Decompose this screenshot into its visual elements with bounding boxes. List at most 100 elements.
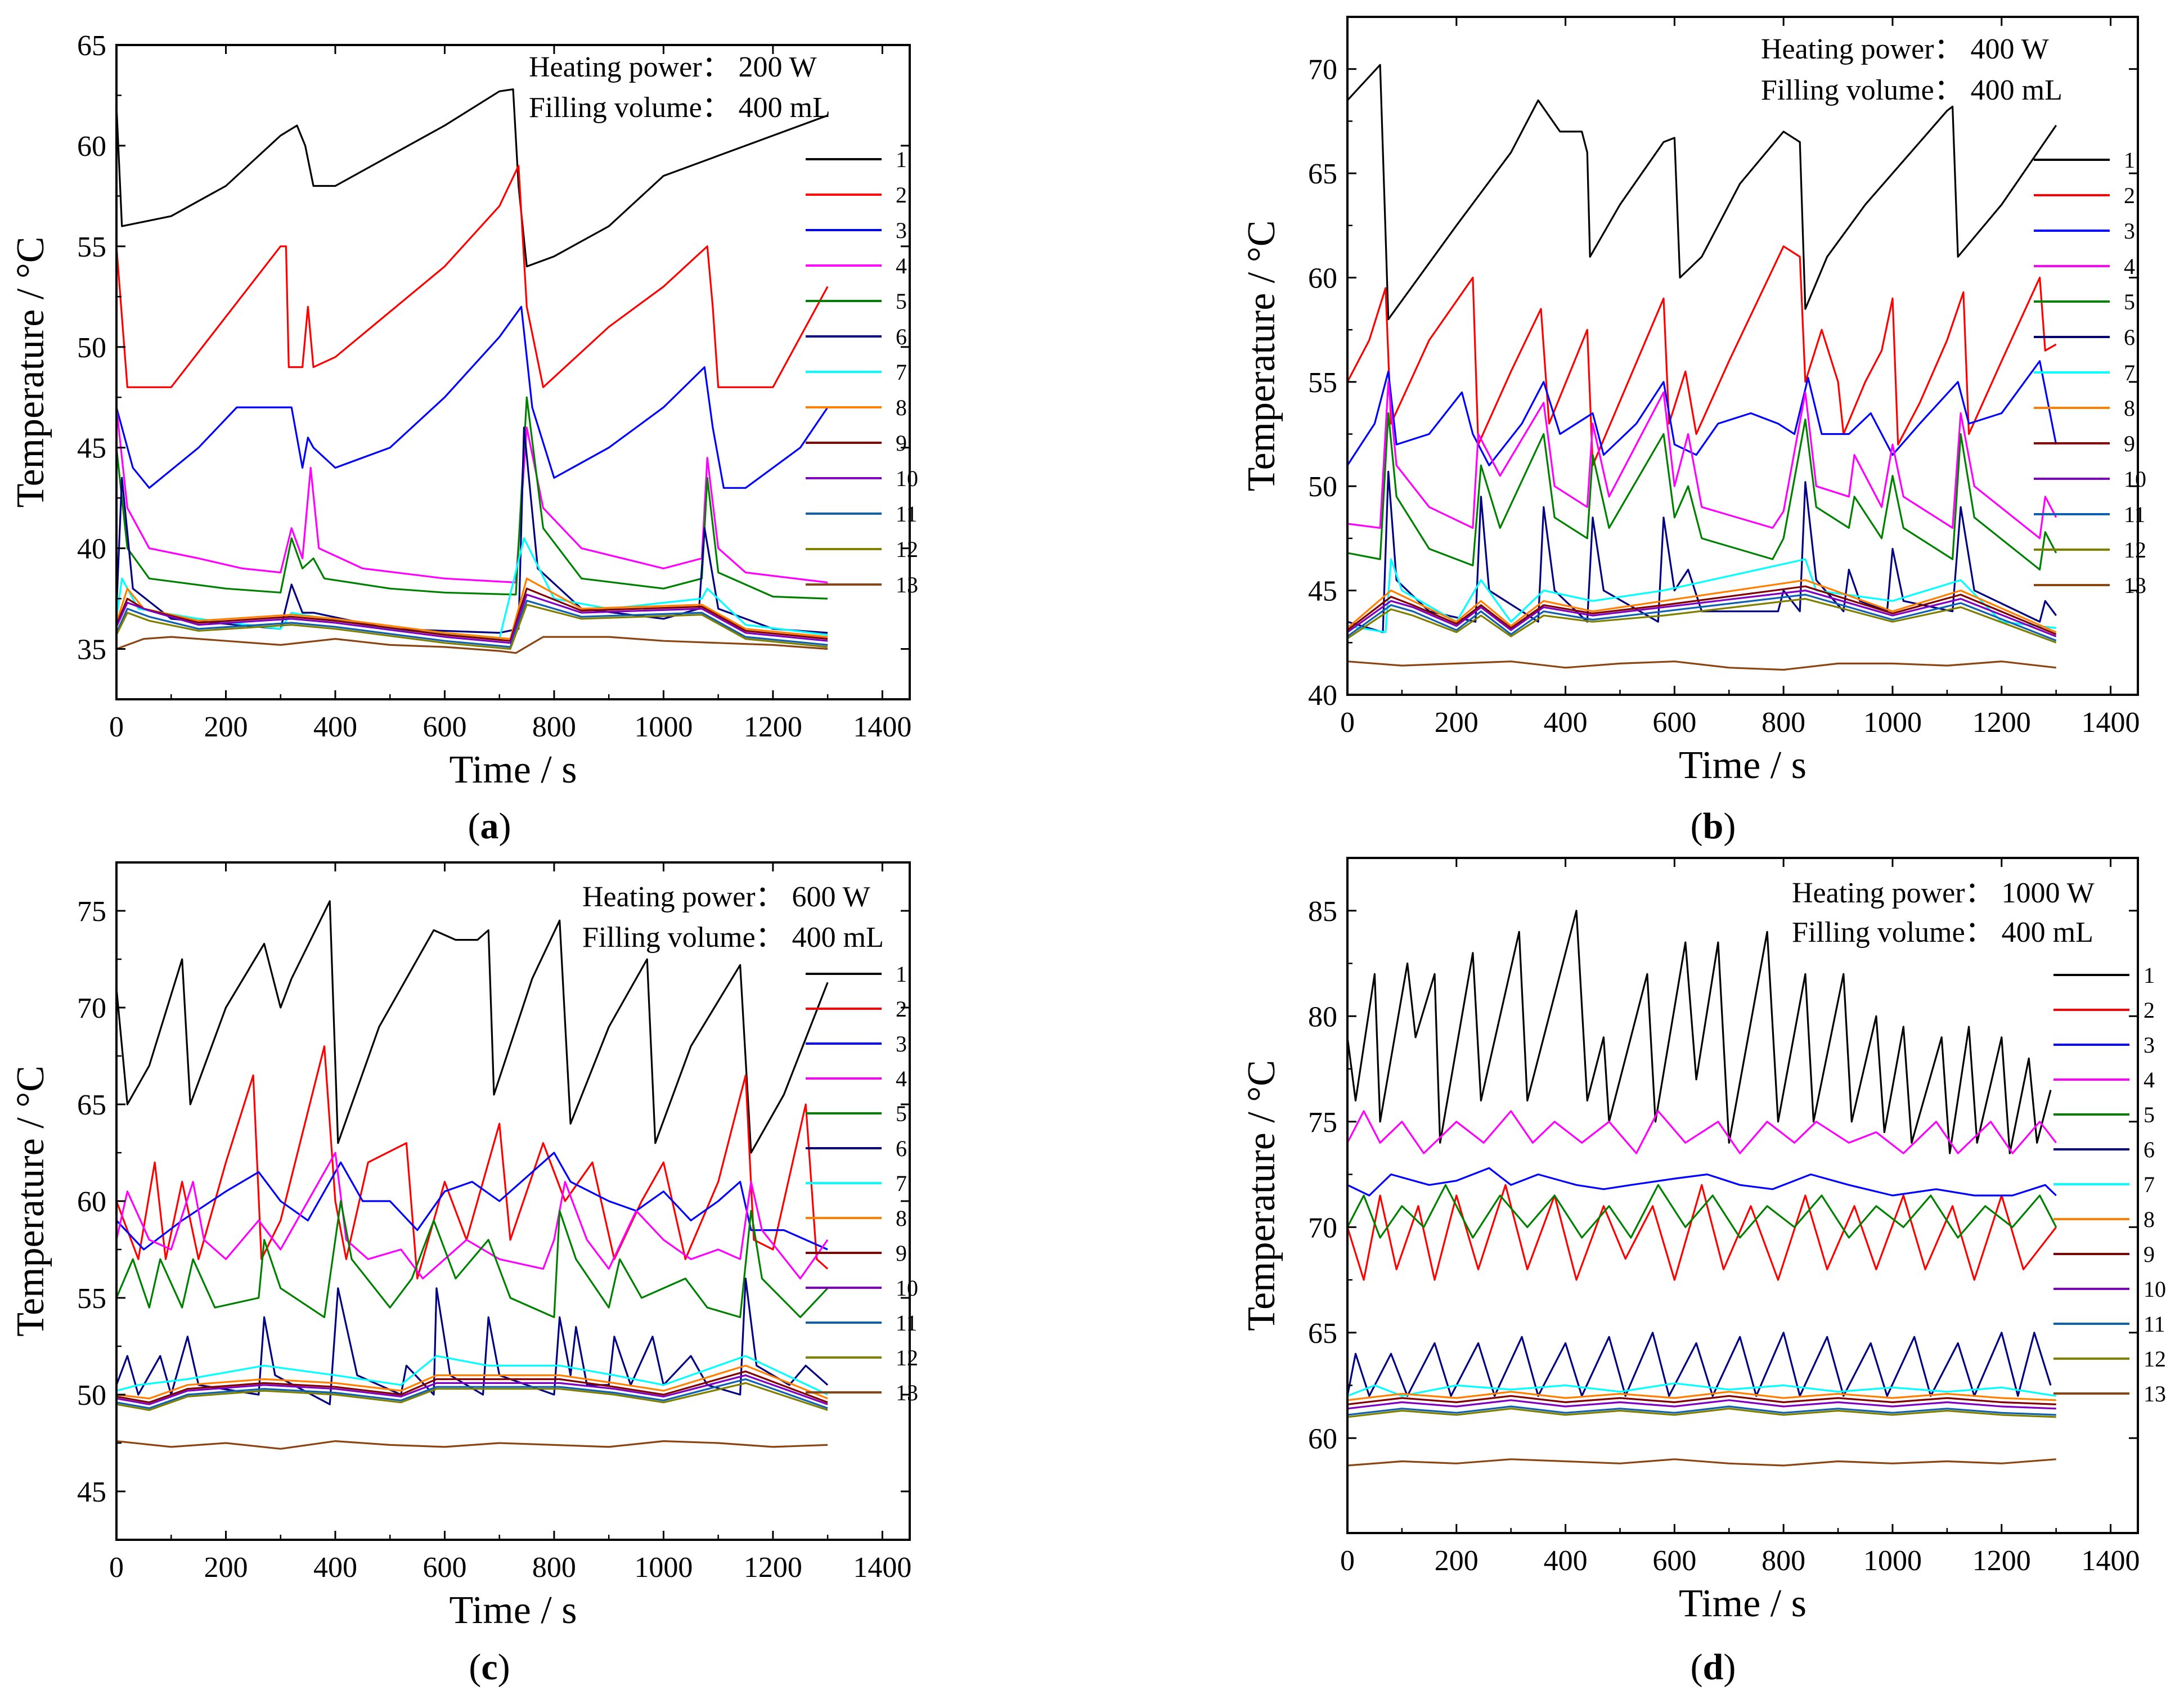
legend-label-d-1: 1 [2143,963,2155,988]
legend-label-b-13: 13 [2124,573,2146,598]
y-axis-title-b: Temperature / °C [1240,221,1283,492]
y-tick-label-c: 65 [77,1089,106,1121]
series-line-d-10 [1347,1399,2056,1410]
legend-label-d-6: 6 [2143,1137,2155,1162]
x-tick-label-d: 1400 [2082,1545,2140,1577]
x-tick-label-d: 200 [1435,1545,1479,1577]
legend-label-a-6: 6 [896,324,907,349]
panel-caption-d: (d) [1691,1647,1736,1688]
series-line-a-10 [116,594,828,644]
annotation-heating-power-c: Heating power： 600 W [582,881,870,913]
series-line-d-8 [1347,1391,2056,1401]
legend-label-d-13: 13 [2143,1381,2166,1406]
annotation-filling-volume-d: Filling volume： 400 mL [1792,916,2093,949]
series-line-c-12 [116,1382,828,1412]
series-line-d-4 [1347,1110,2057,1154]
x-tick-label-c: 200 [204,1552,248,1584]
y-tick-label-b: 65 [1308,158,1337,190]
y-tick-label-b: 50 [1308,471,1337,503]
legend-label-d-7: 7 [2143,1172,2155,1197]
series-line-c-9 [116,1370,828,1404]
annotation-heating-power-d: Heating power： 1000 W [1792,877,2095,909]
x-tick-label-c: 1200 [744,1552,802,1584]
series-line-a-2 [116,165,829,388]
annotation-heating-power-a: Heating power： 200 W [529,51,817,83]
legend-label-b-7: 7 [2124,360,2135,385]
series-line-d-12 [1347,1408,2056,1418]
x-tick-label-a: 1400 [853,711,911,743]
legend-label-d-3: 3 [2143,1032,2155,1058]
annotation-filling-volume-a: Filling volume： 400 mL [529,92,830,124]
caption-letter: c [481,1647,497,1688]
series-line-d-9 [1347,1395,2056,1405]
series-line-c-2 [116,1045,829,1280]
x-tick-label-c: 600 [423,1552,466,1584]
series-line-b-1 [1347,64,2057,321]
y-axis-title-d: Temperature / °C [1240,1060,1283,1331]
x-tick-label-a: 0 [109,711,124,743]
legend-label-b-12: 12 [2124,537,2146,563]
legend-label-c-5: 5 [896,1101,907,1126]
series-line-a-5 [116,396,828,600]
y-tick-label-c: 45 [77,1476,106,1508]
panel-caption-a: (a) [468,806,511,847]
caption-paren-open: ( [1691,1647,1703,1688]
y-tick-label-a: 60 [77,131,106,163]
x-tick-label-a: 600 [423,711,466,743]
legend-label-a-10: 10 [896,466,918,491]
panel-b: 0 200 400 600 800 1000 1200 140040455055606570T… [1240,16,2146,847]
annotation-filling-volume-b: Filling volume： 400 mL [1761,74,2062,106]
x-tick-label-c: 1000 [634,1552,693,1584]
legend-label-a-1: 1 [896,147,907,172]
legend-label-d-4: 4 [2143,1067,2155,1093]
y-tick-label-b: 70 [1308,54,1337,86]
legend-label-d-5: 5 [2143,1102,2155,1127]
series-group-b [1347,64,2057,671]
legend-label-c-13: 13 [896,1380,918,1405]
panel-d: 0 200 400 600 800 1000 1200 1400606570758085Tim… [1240,857,2166,1688]
y-tick-label-c: 60 [77,1186,106,1218]
legend-label-d-9: 9 [2143,1242,2155,1267]
x-tick-label-a: 800 [532,711,576,743]
series-line-a-11 [116,600,828,648]
legend-label-c-1: 1 [896,961,907,987]
legend-label-b-8: 8 [2124,395,2135,421]
x-tick-label-c: 0 [109,1552,124,1584]
series-line-a-4 [116,407,828,584]
panel-caption-c: (c) [469,1647,510,1688]
legend-label-d-2: 2 [2143,997,2155,1023]
y-tick-label-b: 45 [1308,576,1337,608]
series-line-d-11 [1347,1405,2056,1416]
y-tick-label-d: 70 [1308,1212,1337,1244]
legend-label-d-10: 10 [2143,1276,2166,1302]
legend-label-c-10: 10 [896,1275,918,1301]
caption-paren-close: ) [498,1647,510,1688]
y-tick-label-a: 55 [77,231,106,263]
legend-label-a-4: 4 [896,253,907,278]
caption-letter: a [480,806,499,847]
caption-paren-close: ) [1723,1647,1736,1688]
x-tick-label-c: 400 [313,1552,357,1584]
series-line-a-1 [116,88,828,268]
legend-label-a-9: 9 [896,430,907,456]
series-group-c [116,900,829,1450]
series-line-d-5 [1347,1184,2057,1239]
legend-label-d-11: 11 [2143,1311,2165,1337]
legend-label-d-8: 8 [2143,1207,2155,1232]
series-line-c-1 [116,900,829,1154]
y-axis-title-a: Temperature / °C [9,237,52,508]
legend-label-b-1: 1 [2124,147,2135,173]
plot-frame-d [1346,857,2139,1534]
annotation-filling-volume-c: Filling volume： 400 mL [582,922,884,954]
x-tick-label-b: 1200 [1972,707,2031,739]
x-tick-label-a: 400 [313,711,357,743]
legend-label-d-12: 12 [2143,1346,2166,1372]
series-group-d [1347,910,2057,1467]
legend-label-a-8: 8 [896,395,907,420]
series-line-c-13 [116,1440,828,1450]
series-line-d-2 [1347,1184,2057,1281]
series-line-c-5 [116,1200,829,1318]
